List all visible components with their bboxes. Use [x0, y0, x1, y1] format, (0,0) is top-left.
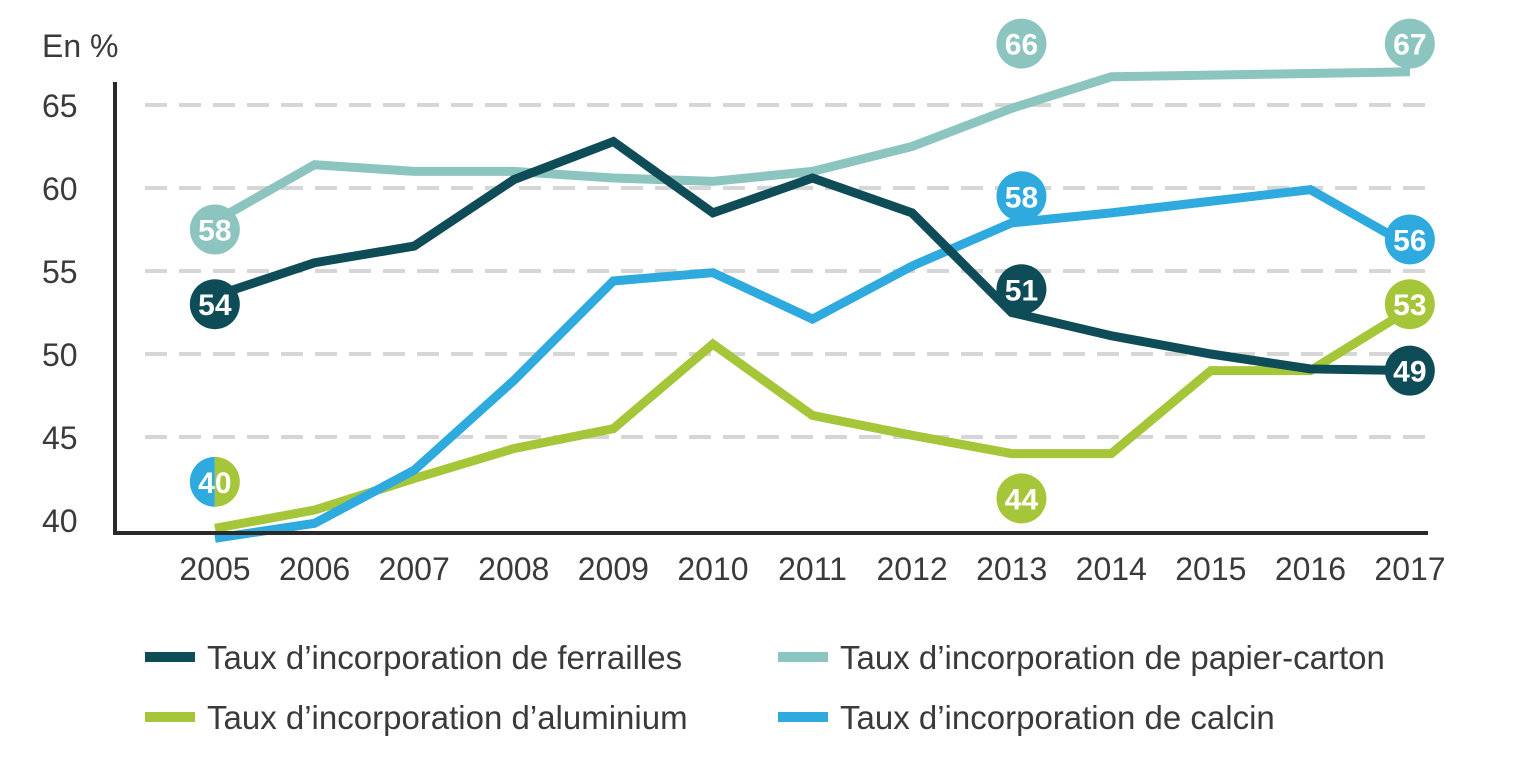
legend-item: Taux d’incorporation de papier-carton: [778, 639, 1385, 676]
value-badge: 44: [996, 473, 1047, 524]
badge-circle: [1384, 214, 1435, 265]
series-line-3: [214, 185, 1413, 543]
axes: [113, 82, 1428, 535]
badge-label: 67: [1393, 29, 1426, 62]
badge-circle: [189, 204, 240, 255]
x-tick-label: 2015: [1175, 551, 1246, 587]
badge-circle: [1384, 18, 1435, 69]
x-tick-label: 2006: [279, 551, 350, 587]
badge-label: 56: [1393, 224, 1426, 257]
badge-half-left: [189, 456, 215, 507]
value-badges: 58 66 67 54 51 49 58 56 53 44 40: [189, 18, 1435, 524]
badge-circle: [996, 18, 1047, 69]
x-tick-label: 2016: [1275, 551, 1346, 587]
badge-circle: [996, 473, 1047, 524]
badge-label: 66: [1005, 29, 1038, 62]
x-tick-label: 2013: [976, 551, 1047, 587]
gridlines: [145, 103, 1428, 439]
value-badge: 58: [996, 171, 1047, 222]
series-lines: [212, 67, 1413, 543]
legend-item: Taux d’incorporation d’aluminium: [145, 699, 688, 736]
badge-half-right: [214, 456, 240, 507]
badge-label: 53: [1393, 289, 1426, 322]
badge-label: 54: [198, 289, 232, 322]
badge-label: 58: [1005, 181, 1038, 214]
x-tick-label: 2017: [1374, 551, 1445, 587]
value-badge: 66: [996, 18, 1047, 69]
y-tick-label: 50: [42, 337, 78, 373]
badge-label: 49: [1393, 356, 1426, 389]
legend-label: Taux d’incorporation de papier-carton: [840, 639, 1385, 676]
y-tick-label: 45: [42, 420, 78, 456]
y-axis-unit-label: En %: [42, 28, 118, 64]
y-tick-label: 55: [42, 254, 78, 290]
value-badge: 58: [189, 204, 240, 255]
x-tick-label: 2014: [1076, 551, 1147, 587]
legend-item: Taux d’incorporation de calcin: [778, 699, 1275, 736]
legend: Taux d’incorporation de ferrailles Taux d…: [145, 639, 1385, 736]
series-line-1: [212, 67, 1411, 226]
value-badge: 67: [1384, 18, 1435, 69]
x-tick-label: 2008: [478, 551, 549, 587]
badge-circle: [1384, 279, 1435, 330]
x-tick-label: 2011: [778, 551, 847, 587]
y-tick-label: 65: [42, 88, 78, 124]
value-badge: 56: [1384, 214, 1435, 265]
x-tick-label: 2009: [578, 551, 649, 587]
legend-label: Taux d’incorporation de calcin: [840, 699, 1275, 736]
badge-circle: [996, 264, 1047, 315]
value-badge: 53: [1384, 279, 1435, 330]
series-line-0: [213, 136, 1411, 376]
legend-label: Taux d’incorporation de ferrailles: [207, 639, 682, 676]
legend-item: Taux d’incorporation de ferrailles: [145, 639, 682, 676]
badge-circle: [189, 279, 240, 330]
x-tick-label: 2005: [179, 551, 250, 587]
axis-lines: [113, 82, 1428, 535]
series-line-2: [214, 305, 1413, 533]
value-badge: 51: [996, 264, 1047, 315]
y-axis-ticks: 40 45 50 55 60 65: [42, 88, 78, 539]
badge-label: 40: [198, 467, 231, 500]
value-badge: 40: [189, 456, 240, 507]
badge-label: 58: [198, 215, 231, 248]
value-badge: 54: [189, 279, 240, 330]
y-tick-label: 60: [42, 171, 78, 207]
badge-circle: [996, 171, 1047, 222]
badge-label: 44: [1005, 483, 1039, 516]
x-tick-label: 2010: [677, 551, 748, 587]
legend-label: Taux d’incorporation d’aluminium: [207, 699, 688, 736]
x-tick-label: 2007: [379, 551, 450, 587]
badge-circle: [1384, 345, 1435, 396]
value-badge: 49: [1384, 345, 1435, 396]
x-axis-ticks: 2005 2006 2007 2008 2009 2010 2011 2012 2013 2014…: [179, 551, 1445, 587]
x-tick-label: 2012: [876, 551, 947, 587]
y-tick-label: 40: [42, 503, 78, 539]
badge-label: 51: [1005, 274, 1038, 307]
